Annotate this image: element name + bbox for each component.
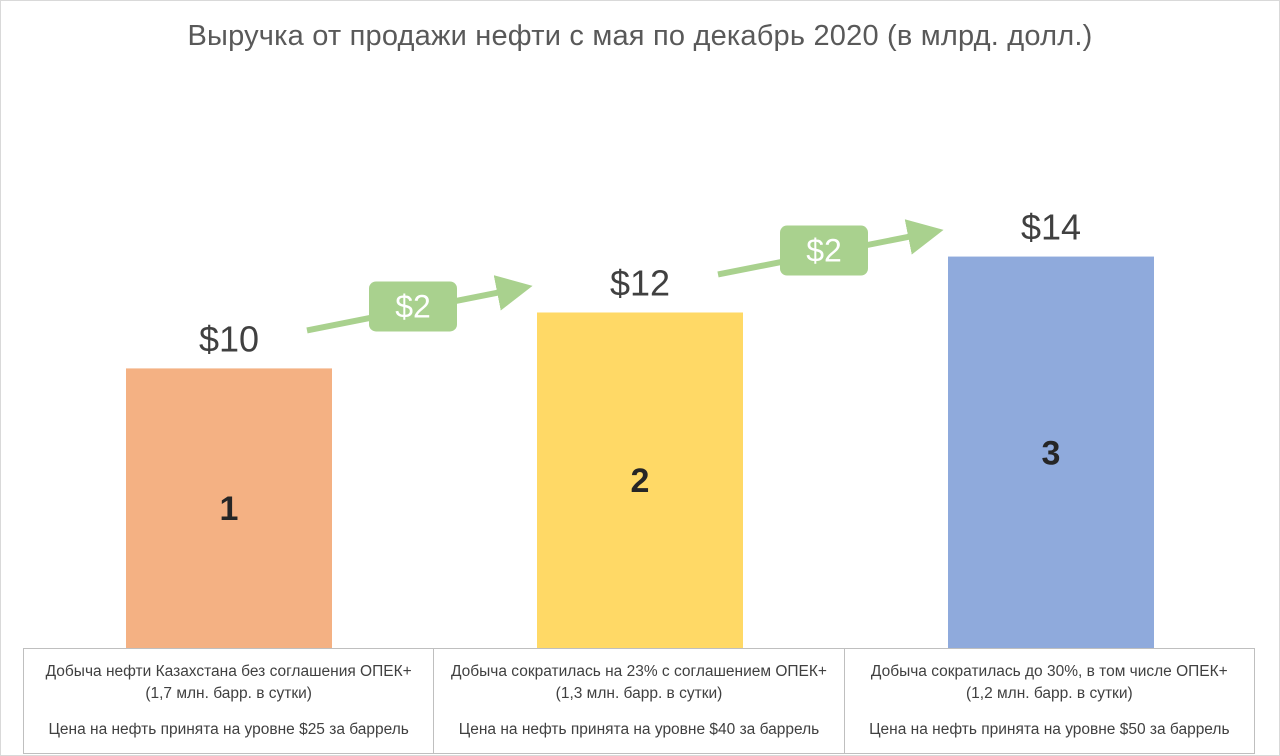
bar-value-label: $10: [199, 318, 259, 359]
bar-category-label: 3: [1042, 434, 1061, 472]
bar-value-label: $12: [610, 262, 670, 303]
increment-badge: [369, 281, 457, 332]
bar-2: [537, 312, 743, 648]
category-description: Добыча сократилась на 23% с соглашением …: [451, 663, 827, 680]
increment-label: $2: [395, 288, 431, 324]
increment-label: $2: [806, 233, 842, 269]
category-cell-1: Добыча нефти Казахстана без соглашения О…: [22, 648, 435, 754]
chart-title: Выручка от продажи нефти с мая по декабр…: [187, 20, 1093, 52]
category-volume: (1,2 млн. барр. в сутки): [966, 685, 1133, 702]
category-price: Цена на нефть принята на уровне $40 за б…: [458, 721, 820, 738]
category-table: Добыча нефти Казахстана без соглашения О…: [22, 648, 1256, 754]
category-row: Добыча нефти Казахстана без соглашения О…: [22, 648, 1256, 754]
category-cell-3: Добыча сократилась до 30%, в том числе О…: [843, 648, 1256, 754]
bar-category-label: 1: [220, 490, 239, 528]
category-description: Добыча нефти Казахстана без соглашения О…: [45, 663, 412, 680]
bar-1: [126, 368, 332, 648]
category-description: Добыча сократилась до 30%, в том числе О…: [870, 663, 1228, 680]
category-price: Цена на нефть принята на уровне $50 за б…: [869, 721, 1230, 738]
bar-category-label: 2: [631, 462, 650, 500]
category-cell-2: Добыча сократилась на 23% с соглашением …: [433, 648, 845, 754]
category-volume: (1,3 млн. барр. в сутки): [555, 685, 723, 702]
increment-badge: [780, 225, 868, 276]
bar-value-label: $14: [1021, 207, 1081, 248]
bar-3: [948, 256, 1154, 648]
category-volume: (1,7 млн. барр. в сутки): [145, 685, 312, 702]
category-price: Цена на нефть принята на уровне $25 за б…: [48, 721, 409, 738]
